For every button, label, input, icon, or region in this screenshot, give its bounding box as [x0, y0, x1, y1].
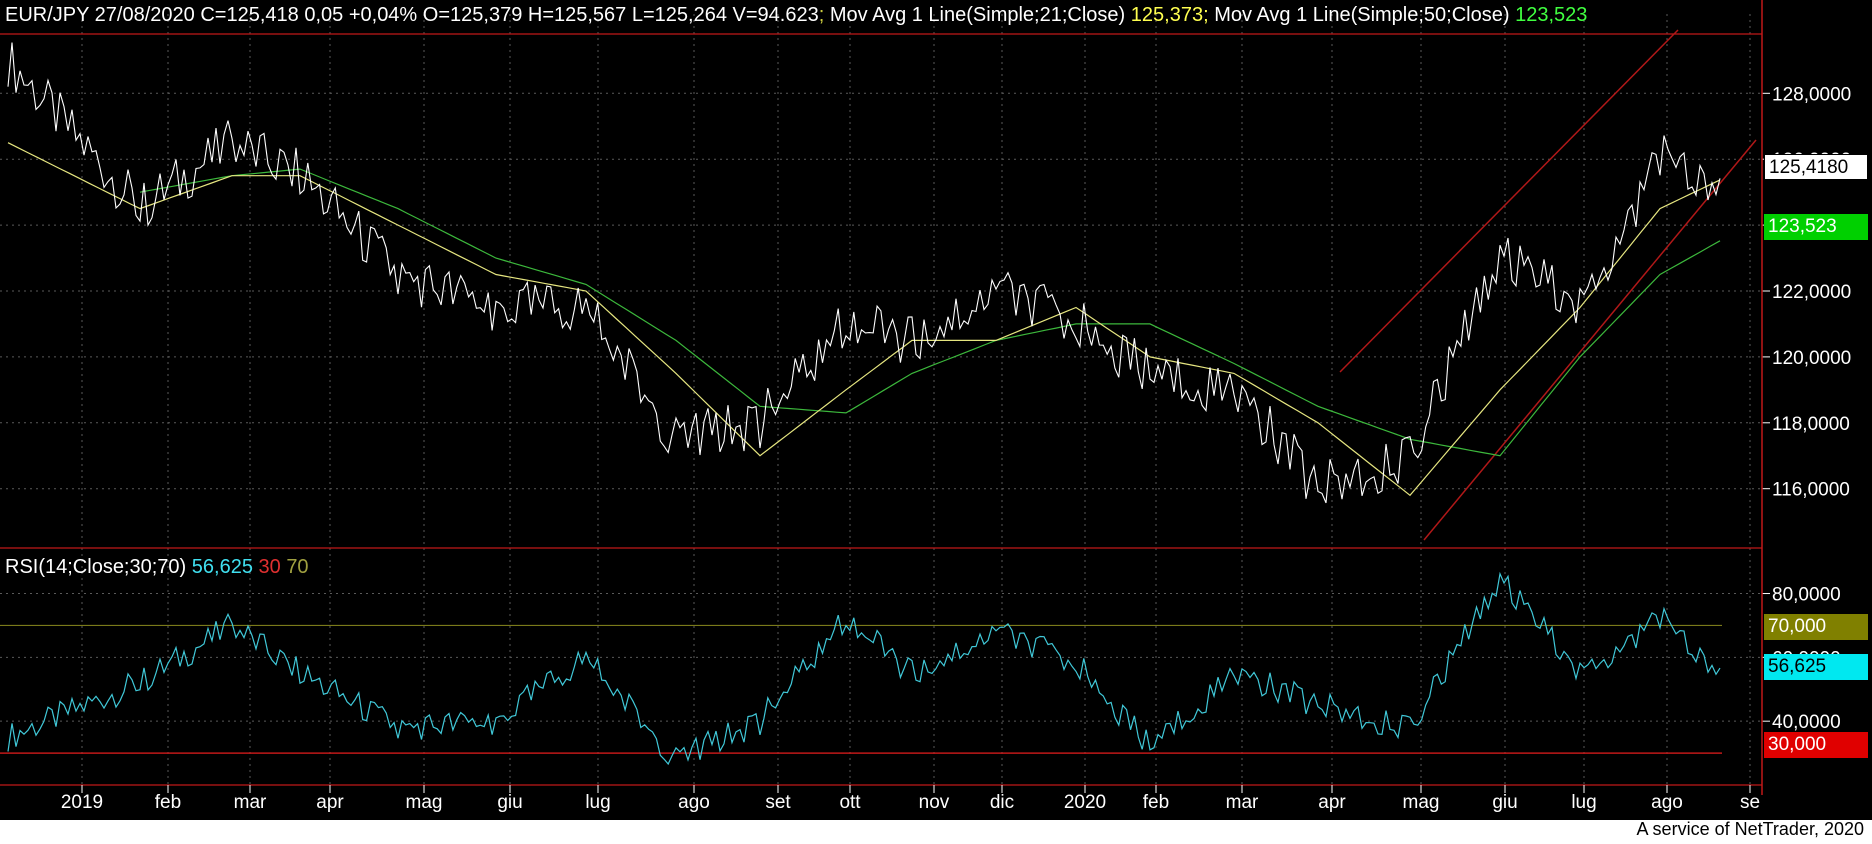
rsi-header: RSI(14;Close;30;70) 56,625 30 70 — [5, 556, 309, 579]
ma21-line — [7, 142, 1721, 497]
x-tick-label: lug — [1571, 792, 1596, 813]
credit-text: A service of NetTrader, 2020 — [1636, 819, 1864, 839]
y-tick-label: 128,0000 — [1772, 84, 1851, 105]
chart-header: EUR/JPY 27/08/2020 C=125,418 0,05 +0,04%… — [5, 4, 1588, 26]
change-pct: +0,04% — [348, 4, 418, 26]
price-line — [7, 42, 1721, 504]
series-lines — [0, 29, 1757, 766]
x-tick-label: apr — [316, 792, 344, 813]
price-tag: 125,4180 — [1764, 154, 1868, 180]
change-value: 0,05 — [304, 4, 344, 26]
ma1-label: Mov Avg 1 Line(Simple;21;Close) — [829, 4, 1126, 26]
x-tick-label: set — [765, 792, 791, 813]
x-tick-label: se — [1740, 792, 1760, 813]
x-tick-label: mar — [1226, 792, 1259, 813]
open-value: O=125,379 — [422, 4, 523, 26]
x-tick-label: ago — [678, 792, 710, 813]
grid-lines — [0, 14, 1762, 785]
x-tick-label: apr — [1318, 792, 1346, 813]
ma50-tag: 123,523 — [1764, 214, 1868, 240]
x-tick-label: mag — [406, 792, 443, 813]
lower-trendline — [1423, 139, 1757, 541]
rsi-high: 70 — [286, 556, 309, 578]
rsi70-tag: 70,000 — [1764, 614, 1868, 640]
rsi-tag: 56,625 — [1764, 654, 1868, 680]
x-tick-label: 2019 — [61, 792, 103, 813]
x-tick-label: ago — [1651, 792, 1683, 813]
x-tick-label: giu — [1492, 792, 1517, 813]
y-tick-label: 120,0000 — [1772, 348, 1851, 369]
ma2-label: Mov Avg 1 Line(Simple;50;Close) — [1214, 4, 1510, 26]
rsi-value: 56,625 — [191, 556, 253, 578]
x-tick-label: mar — [234, 792, 267, 813]
ma1-value: 125,373 — [1130, 4, 1204, 26]
x-tick-label: ott — [839, 792, 861, 813]
x-tick-label: dic — [990, 792, 1014, 813]
x-axis-labels: 2019 feb mar apr mag giu lug ago set ott nov dic 202… — [61, 792, 1760, 813]
x-tick-label: giu — [497, 792, 522, 813]
rsi-tick-label: 40,0000 — [1772, 712, 1841, 733]
low-value: L=125,264 — [631, 4, 727, 26]
volume-value: V=94.623 — [732, 4, 819, 26]
x-tick-label: nov — [919, 792, 950, 813]
ma50-line — [139, 168, 1721, 457]
x-tick-label: lug — [585, 792, 610, 813]
upper-trendline — [1339, 29, 1679, 373]
rsi-tick-label: 80,0000 — [1772, 585, 1841, 606]
close-value: C=125,418 — [200, 4, 299, 26]
x-tick-label: feb — [155, 792, 181, 813]
x-tick-label: mag — [1403, 792, 1440, 813]
footer-band — [0, 820, 1872, 844]
x-tick-label: 2020 — [1064, 792, 1106, 813]
y-tick-label: 122,0000 — [1772, 282, 1851, 303]
date: 27/08/2020 — [94, 4, 195, 26]
rsi-label: RSI(14;Close;30;70) — [5, 556, 187, 578]
ma2-value: 123,523 — [1515, 4, 1588, 26]
rsi30-tag: 30,000 — [1764, 732, 1868, 758]
rsi-low: 30 — [258, 556, 281, 578]
y-tick-label: 116,0000 — [1772, 480, 1850, 501]
rsi-line — [7, 571, 1721, 766]
high-value: H=125,567 — [527, 4, 627, 26]
y-tick-label: 118,0000 — [1772, 414, 1850, 435]
symbol: EUR/JPY — [5, 4, 90, 26]
x-tick-label: feb — [1143, 792, 1169, 813]
